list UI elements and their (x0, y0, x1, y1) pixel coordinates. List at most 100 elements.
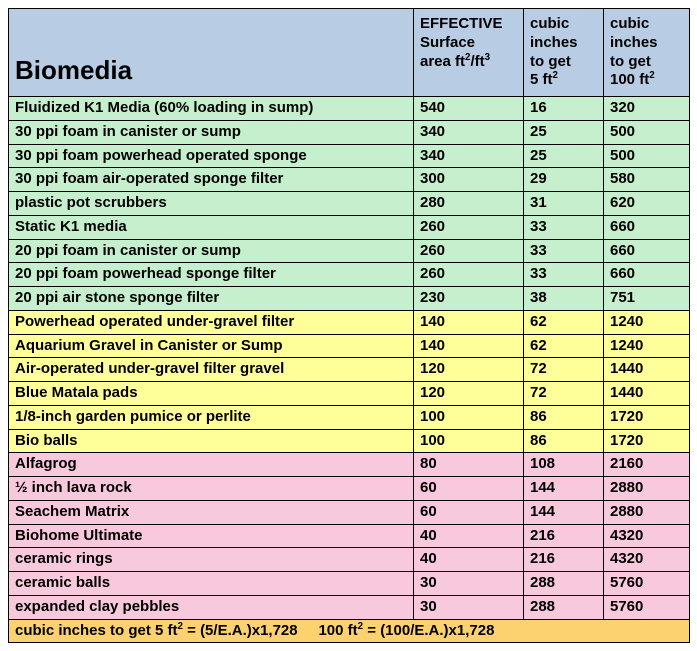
cubic5-cell: 25 (524, 120, 604, 144)
cubic100-cell: 1440 (604, 382, 690, 406)
cubic5-cell: 33 (524, 239, 604, 263)
effective-cell: 120 (414, 382, 524, 406)
cubic100-cell: 660 (604, 215, 690, 239)
table-row: plastic pot scrubbers28031620 (9, 192, 690, 216)
cubic5-cell: 72 (524, 358, 604, 382)
media-cell: 30 ppi foam in canister or sump (9, 120, 414, 144)
media-cell: Bio balls (9, 429, 414, 453)
media-cell: ½ inch lava rock (9, 477, 414, 501)
cubic5-cell: 38 (524, 287, 604, 311)
table-row: Fluidized K1 Media (60% loading in sump)… (9, 97, 690, 121)
effective-cell: 140 (414, 310, 524, 334)
cubic5-cell: 144 (524, 477, 604, 501)
cubic100-cell: 1720 (604, 429, 690, 453)
effective-cell: 140 (414, 334, 524, 358)
cubic100-cell: 660 (604, 239, 690, 263)
formula-cell: cubic inches to get 5 ft2 = (5/E.A.)x1,7… (9, 619, 690, 643)
cubic5-cell: 108 (524, 453, 604, 477)
header-effective: EFFECTIVE Surface area ft2/ft3 (414, 9, 524, 97)
effective-cell: 230 (414, 287, 524, 311)
effective-cell: 30 (414, 595, 524, 619)
table-row: Aquarium Gravel in Canister or Sump14062… (9, 334, 690, 358)
cubic100-cell: 660 (604, 263, 690, 287)
effective-cell: 120 (414, 358, 524, 382)
media-cell: Alfagrog (9, 453, 414, 477)
media-cell: 20 ppi foam powerhead sponge filter (9, 263, 414, 287)
title-text: Biomedia (15, 55, 132, 85)
media-cell: 20 ppi air stone sponge filter (9, 287, 414, 311)
table-row: Bio balls100861720 (9, 429, 690, 453)
table-row: 20 ppi air stone sponge filter23038751 (9, 287, 690, 311)
effective-cell: 260 (414, 263, 524, 287)
effective-cell: 260 (414, 215, 524, 239)
cubic100-cell: 1720 (604, 405, 690, 429)
table-row: ceramic rings402164320 (9, 548, 690, 572)
media-cell: expanded clay pebbles (9, 595, 414, 619)
cubic100-cell: 500 (604, 144, 690, 168)
effective-cell: 40 (414, 524, 524, 548)
effective-cell: 60 (414, 500, 524, 524)
header-title: Biomedia (9, 9, 414, 97)
media-cell: 30 ppi foam powerhead operated sponge (9, 144, 414, 168)
cubic100-cell: 1440 (604, 358, 690, 382)
effective-cell: 280 (414, 192, 524, 216)
cubic100-cell: 2880 (604, 477, 690, 501)
table-row: 30 ppi foam powerhead operated sponge340… (9, 144, 690, 168)
table-row: Biohome Ultimate402164320 (9, 524, 690, 548)
cubic5-cell: 31 (524, 192, 604, 216)
cubic5-cell: 62 (524, 334, 604, 358)
cubic5-cell: 144 (524, 500, 604, 524)
cubic5-cell: 288 (524, 572, 604, 596)
cubic5-cell: 72 (524, 382, 604, 406)
effective-cell: 60 (414, 477, 524, 501)
cubic5-cell: 86 (524, 429, 604, 453)
cubic5-cell: 25 (524, 144, 604, 168)
table-row: 30 ppi foam air-operated sponge filter30… (9, 168, 690, 192)
formula-row: cubic inches to get 5 ft2 = (5/E.A.)x1,7… (9, 619, 690, 643)
header-row: Biomedia EFFECTIVE Surface area ft2/ft3 … (9, 9, 690, 97)
cubic100-cell: 1240 (604, 310, 690, 334)
media-cell: Powerhead operated under-gravel filter (9, 310, 414, 334)
cubic100-cell: 320 (604, 97, 690, 121)
cubic100-cell: 1240 (604, 334, 690, 358)
table-row: Seachem Matrix601442880 (9, 500, 690, 524)
cubic100-cell: 620 (604, 192, 690, 216)
cubic5-cell: 216 (524, 524, 604, 548)
media-cell: Fluidized K1 Media (60% loading in sump) (9, 97, 414, 121)
table-row: Blue Matala pads120721440 (9, 382, 690, 406)
cubic5-cell: 33 (524, 263, 604, 287)
cubic5-cell: 16 (524, 97, 604, 121)
table-row: ½ inch lava rock601442880 (9, 477, 690, 501)
cubic100-cell: 751 (604, 287, 690, 311)
media-cell: ceramic rings (9, 548, 414, 572)
media-cell: Aquarium Gravel in Canister or Sump (9, 334, 414, 358)
table-row: 20 ppi foam powerhead sponge filter26033… (9, 263, 690, 287)
media-cell: plastic pot scrubbers (9, 192, 414, 216)
media-cell: ceramic balls (9, 572, 414, 596)
table-row: 1/8-inch garden pumice or perlite1008617… (9, 405, 690, 429)
media-cell: 1/8-inch garden pumice or perlite (9, 405, 414, 429)
cubic5-cell: 33 (524, 215, 604, 239)
media-cell: 30 ppi foam air-operated sponge filter (9, 168, 414, 192)
cubic5-cell: 86 (524, 405, 604, 429)
cubic100-cell: 4320 (604, 548, 690, 572)
table-row: Alfagrog801082160 (9, 453, 690, 477)
table-row: Static K1 media26033660 (9, 215, 690, 239)
table-row: Air-operated under-gravel filter gravel1… (9, 358, 690, 382)
biomedia-table: Biomedia EFFECTIVE Surface area ft2/ft3 … (8, 8, 690, 643)
cubic100-cell: 500 (604, 120, 690, 144)
effective-cell: 260 (414, 239, 524, 263)
table-row: Powerhead operated under-gravel filter14… (9, 310, 690, 334)
effective-cell: 80 (414, 453, 524, 477)
table-body: Fluidized K1 Media (60% loading in sump)… (9, 97, 690, 620)
table-row: ceramic balls302885760 (9, 572, 690, 596)
cubic5-cell: 29 (524, 168, 604, 192)
cubic5-cell: 62 (524, 310, 604, 334)
effective-cell: 340 (414, 144, 524, 168)
header-cubic-5: cubic inches to get 5 ft2 (524, 9, 604, 97)
cubic100-cell: 4320 (604, 524, 690, 548)
cubic100-cell: 580 (604, 168, 690, 192)
media-cell: Biohome Ultimate (9, 524, 414, 548)
effective-cell: 540 (414, 97, 524, 121)
table-row: 30 ppi foam in canister or sump34025500 (9, 120, 690, 144)
